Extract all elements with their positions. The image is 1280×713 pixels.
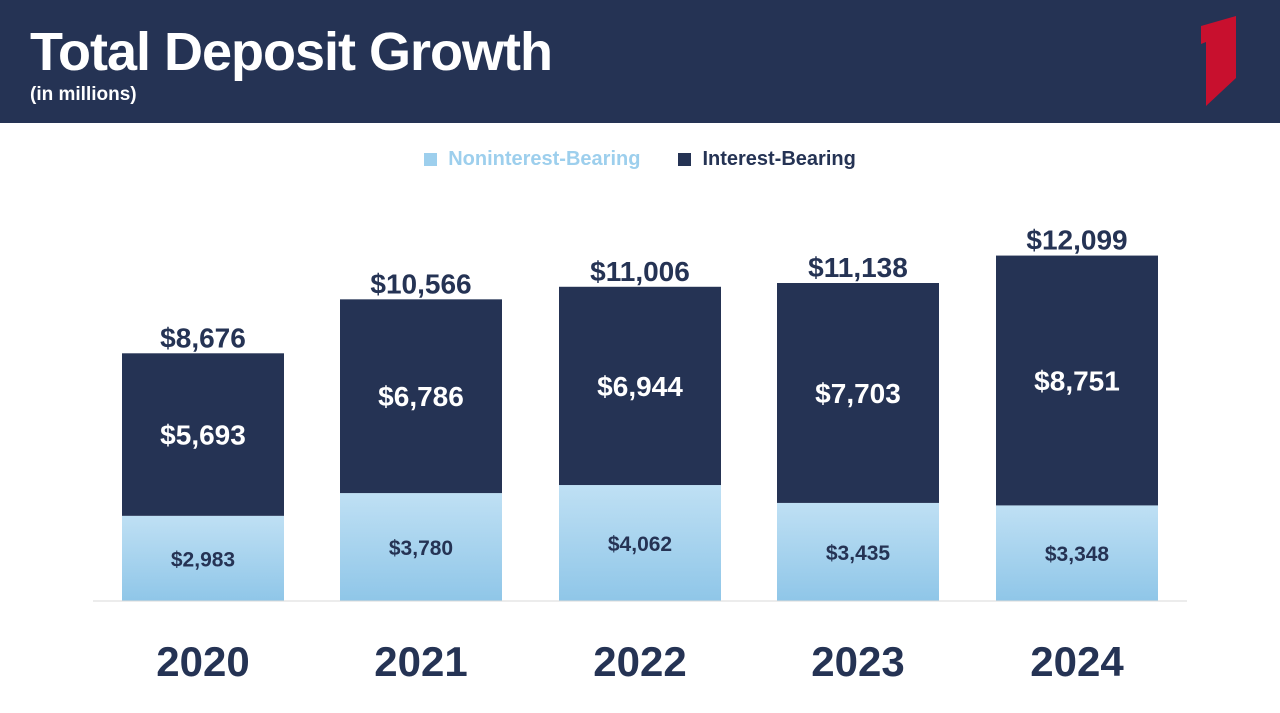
page-subtitle: (in millions) (30, 84, 137, 105)
total-label-2024: $12,099 (1026, 225, 1127, 256)
data-label-interest-2020: $5,693 (160, 420, 246, 451)
bar-noninterest-2022 (559, 485, 721, 601)
bar-noninterest-2021 (340, 493, 502, 601)
legend-label-interest: Interest-Bearing (702, 148, 856, 170)
total-label-2021: $10,566 (370, 268, 471, 299)
legend-swatch-noninterest (424, 153, 438, 166)
bar-interest-2022 (559, 286, 721, 486)
data-label-interest-2023: $7,703 (815, 378, 901, 409)
total-label-2020: $8,676 (160, 322, 246, 353)
data-label-noninterest-2024: $3,348 (1045, 543, 1110, 566)
bar-noninterest-2020 (122, 515, 284, 601)
legend-swatch-interest (678, 153, 692, 166)
bar-interest-2023 (777, 283, 939, 503)
x-tick-label-2023: 2023 (811, 638, 904, 685)
x-tick-label-2020: 2020 (156, 638, 249, 685)
x-tick-label-2024: 2024 (1030, 638, 1124, 685)
data-label-noninterest-2020: $2,983 (171, 548, 235, 571)
chart-legend: Noninterest-Bearing Interest-Bearing (0, 148, 1280, 171)
x-tick-label-2022: 2022 (593, 638, 686, 685)
page-title: Total Deposit Growth (30, 22, 553, 82)
data-label-noninterest-2023: $3,435 (826, 542, 891, 565)
legend-label-noninterest: Noninterest-Bearing (448, 148, 641, 170)
bar-interest-2021 (340, 299, 502, 494)
data-label-interest-2024: $8,751 (1034, 365, 1120, 396)
total-label-2023: $11,138 (808, 252, 908, 283)
brand-logo-icon (1201, 16, 1236, 106)
data-label-interest-2022: $6,944 (597, 371, 683, 402)
bar-interest-2024 (996, 255, 1158, 506)
bar-interest-2020 (122, 353, 284, 516)
data-label-noninterest-2021: $3,780 (389, 537, 453, 560)
bar-noninterest-2024 (996, 505, 1158, 601)
data-label-interest-2021: $6,786 (378, 381, 464, 412)
legend-item-noninterest: Noninterest-Bearing (424, 148, 640, 171)
legend-item-interest: Interest-Bearing (678, 148, 856, 171)
total-label-2022: $11,006 (590, 256, 690, 287)
x-tick-label-2021: 2021 (374, 638, 467, 685)
logo-shape (1201, 16, 1236, 106)
bar-noninterest-2023 (777, 502, 939, 601)
data-label-noninterest-2022: $4,062 (608, 533, 672, 556)
chart-marks: $2,983 $5,693 $8,676 2020 $3,780 $6,786 $10,56… (93, 225, 1187, 685)
title-banner: Total Deposit Growth (in millions) (0, 0, 1280, 123)
